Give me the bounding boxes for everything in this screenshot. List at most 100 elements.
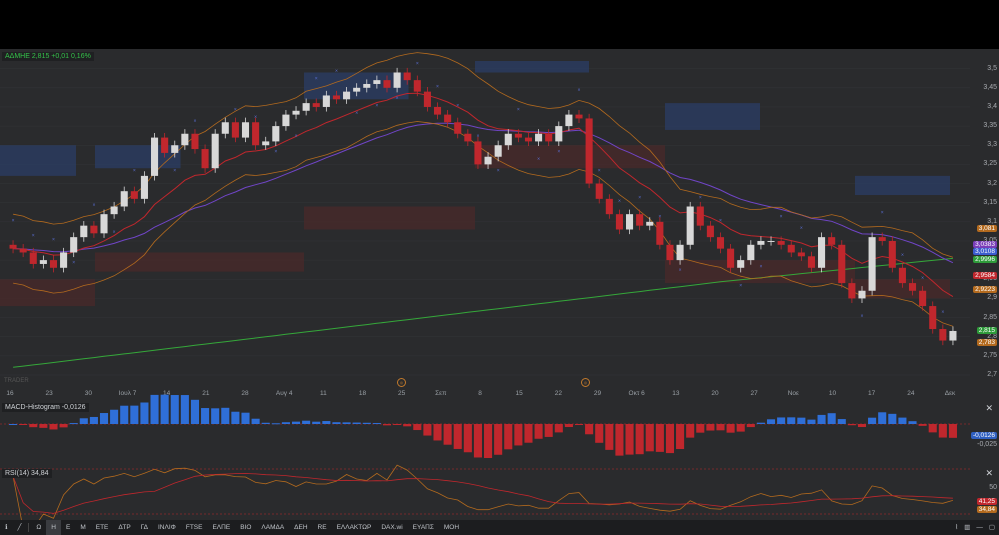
candle-body: [818, 237, 826, 268]
price-tag: 2,815: [976, 326, 997, 334]
candle-body: [888, 240, 896, 268]
psar-mark: ×: [598, 168, 601, 174]
psar-mark: ×: [861, 314, 864, 320]
price-tick: 3,3: [987, 141, 997, 149]
toolbar-item[interactable]: ΛΑΜΔΑ: [261, 524, 285, 531]
macd-bar: [362, 422, 371, 424]
candle-body: [100, 214, 108, 234]
candle-body: [444, 114, 452, 123]
macd-bar: [251, 418, 260, 424]
candle-body: [252, 122, 260, 146]
macd-bar: [312, 421, 321, 424]
indicators-icon[interactable]: ▥: [964, 524, 971, 531]
date-tick: 22: [554, 390, 562, 397]
toolbar-item[interactable]: ΕΥΑΠΣ: [412, 524, 434, 531]
toolbar-item[interactable]: Ε: [65, 524, 71, 531]
event-marker-icon[interactable]: ◎: [397, 378, 406, 387]
price-tick: 2,85: [983, 313, 997, 321]
event-marker-icon[interactable]: ◎: [581, 378, 590, 387]
psar-mark: ×: [335, 68, 338, 74]
candle-body: [130, 191, 138, 199]
price-axis[interactable]: 3,53,453,43,353,33,253,23,153,13,0532,95…: [970, 49, 999, 387]
fullscreen-icon[interactable]: ▢: [988, 524, 995, 531]
psar-mark: ×: [133, 168, 136, 174]
rsi-chart: [0, 464, 970, 530]
candle-body: [514, 133, 522, 138]
psar-mark: ×: [456, 103, 459, 109]
macd-tick: -0,025: [977, 441, 997, 448]
candle-body: [221, 122, 229, 134]
toolbar-item[interactable]: DAX.wi: [381, 524, 403, 531]
price-tick: 3,5: [987, 64, 997, 72]
toolbar-item[interactable]: ΕΛΛΑΚΤΩΡ: [336, 524, 372, 531]
toolbar-item[interactable]: RE: [317, 524, 327, 531]
price-tag: 3,0108: [973, 248, 997, 256]
close-rsi-icon[interactable]: ✕: [985, 468, 993, 478]
candle-body: [797, 252, 805, 257]
candle-body: [919, 290, 927, 307]
macd-bar: [574, 424, 584, 425]
toolbar-item[interactable]: ΕΤΕ: [95, 524, 109, 531]
macd-bar: [211, 408, 220, 424]
toolbar-item[interactable]: Ω: [36, 524, 42, 531]
candle-body: [110, 206, 118, 215]
macd-bar: [160, 394, 169, 424]
macd-bar: [332, 422, 341, 424]
toolbar-item[interactable]: ΒΙΟ: [240, 524, 252, 531]
psar-mark: ×: [12, 218, 15, 224]
separator: [28, 523, 30, 532]
candle-body: [656, 221, 664, 245]
psar-mark: ×: [254, 114, 257, 120]
price-chart[interactable]: × × × × × × × × × × × × × × × × × × × × × × × × × × × × × × × × × × × × × × × ×…: [0, 49, 970, 387]
macd-bar: [625, 424, 634, 455]
date-tick: 16: [6, 390, 14, 397]
ema20-line: [13, 92, 954, 298]
toolbar-item[interactable]: ΔΕΗ: [294, 524, 308, 531]
zone: [304, 206, 475, 230]
price-tick: 3,25: [983, 160, 997, 168]
macd-bar: [120, 405, 129, 424]
rsi-tick-50: 50: [989, 484, 997, 491]
psar-mark: ×: [396, 95, 399, 101]
info-icon[interactable]: ℹ: [5, 524, 8, 531]
minimize-icon[interactable]: —: [976, 524, 983, 531]
date-axis[interactable]: 16 23 30 Ιουλ 7 14 21 28 Αυγ 4 11 18 25 Σεπ 8 15 22 29 Ο…: [0, 387, 970, 400]
macd-bar: [79, 418, 88, 424]
candle-body: [545, 133, 553, 142]
candle-body: [737, 260, 745, 268]
toolbar-item[interactable]: ΓΔ: [140, 524, 148, 531]
toolbar-item[interactable]: ΜΟΗ: [443, 524, 460, 531]
macd-bar: [382, 424, 392, 426]
candle-body: [413, 80, 421, 92]
candle-body: [848, 283, 856, 299]
candle-body: [373, 80, 381, 84]
close-macd-icon[interactable]: ✕: [985, 403, 993, 413]
toolbar-item[interactable]: FTSE: [185, 524, 203, 531]
toolbar-item[interactable]: Μ: [80, 524, 86, 531]
macd-bar: [59, 424, 68, 428]
date-tick: 14: [163, 390, 171, 397]
date-tick: 15: [515, 390, 523, 397]
candle-body: [767, 240, 775, 242]
toolbar-item[interactable]: ΙΝΛΙΦ: [158, 524, 176, 531]
macd-bar: [443, 424, 452, 445]
toolbar-item[interactable]: ΔΤΡ: [118, 524, 131, 531]
macd-bar: [777, 417, 786, 424]
candle-body: [716, 237, 725, 249]
rsi-pane[interactable]: RSI(14) 34,84: [0, 464, 970, 530]
draw-tool-icon[interactable]: ╱: [17, 524, 22, 531]
psar-mark: ×: [679, 268, 682, 274]
date-tick: 27: [750, 390, 758, 397]
macd-bar: [170, 395, 179, 424]
macd-pane[interactable]: MACD-Histogram -0,0126: [0, 394, 970, 464]
price-tick: 2,9: [987, 294, 997, 302]
candle-body: [343, 91, 351, 100]
toolbar-item[interactable]: Η: [46, 520, 61, 535]
candle-body: [272, 126, 280, 142]
date-tick: Δεκ: [944, 390, 956, 397]
chart-type-icon[interactable]: ⌇: [955, 524, 959, 531]
psar-mark: ×: [719, 218, 722, 224]
price-pane[interactable]: × × × × × × × × × × × × × × × × × × × × × × × × × × × × × × × × × × × × × × × ×…: [0, 49, 970, 387]
toolbar-item[interactable]: ΕΛΠΕ: [212, 524, 231, 531]
price-tick: 2,7: [987, 371, 997, 378]
